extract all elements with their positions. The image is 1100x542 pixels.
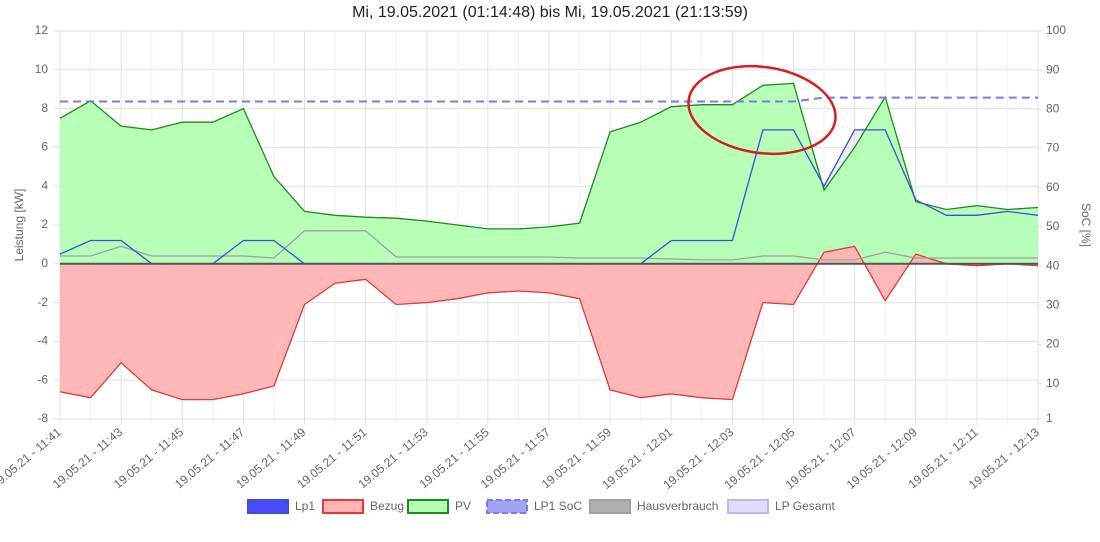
chart-title: Mi, 19.05.2021 (01:14:48) bis Mi, 19.05.… [352, 4, 748, 21]
y-tick-label: 10 [35, 62, 49, 76]
area-fill [60, 246, 1038, 400]
y2-tick-label: 20 [1046, 337, 1060, 351]
y2-axis-label: SoC [%] [1079, 203, 1093, 247]
area-fill [60, 83, 1038, 264]
series-line [59, 245, 1039, 401]
y-tick-label: 0 [41, 256, 48, 270]
y2-tick-label: 10 [1046, 376, 1060, 390]
y2-tick-label: 60 [1046, 180, 1060, 194]
legend-swatch[interactable] [589, 499, 631, 514]
series-line [60, 96, 1038, 103]
legend-label[interactable]: PV [455, 499, 471, 513]
y-tick-label: 6 [41, 140, 48, 154]
legend-swatch[interactable] [247, 499, 289, 514]
y2-tick-label: 50 [1046, 219, 1060, 233]
y2-tick-label: 100 [1046, 23, 1066, 37]
y-tick-label: -4 [37, 334, 48, 348]
legend-swatch[interactable] [727, 499, 769, 514]
legend-label[interactable]: LP1 SoC [534, 499, 582, 513]
y-tick-label: -8 [37, 411, 48, 425]
legend-label[interactable]: LP Gesamt [775, 499, 835, 513]
legend-label[interactable]: Lp1 [295, 499, 315, 513]
y-tick-label: -2 [37, 295, 48, 309]
legend-label[interactable]: Bezug [370, 499, 404, 513]
legend-swatch[interactable] [407, 499, 449, 514]
y2-tick-label: 80 [1046, 102, 1060, 116]
y-tick-label: 4 [41, 178, 48, 192]
annotation-circle [687, 64, 837, 156]
legend-swatch[interactable] [486, 499, 528, 514]
y2-tick-label: 90 [1046, 62, 1060, 76]
y-tick-label: -6 [37, 372, 48, 386]
y2-tick-label: 1 [1046, 411, 1053, 425]
legend-swatch[interactable] [322, 499, 364, 514]
y2-tick-label: 30 [1046, 298, 1060, 312]
legend-label[interactable]: Hausverbrauch [637, 499, 718, 513]
series-line [59, 82, 1039, 230]
y2-tick-label: 70 [1046, 141, 1060, 155]
y2-tick-label: 40 [1046, 258, 1060, 272]
y-tick-label: 2 [41, 217, 48, 231]
y-tick-label: 12 [35, 23, 49, 37]
y-axis-label: Leistung [kW] [12, 189, 26, 262]
y-tick-label: 8 [41, 101, 48, 115]
